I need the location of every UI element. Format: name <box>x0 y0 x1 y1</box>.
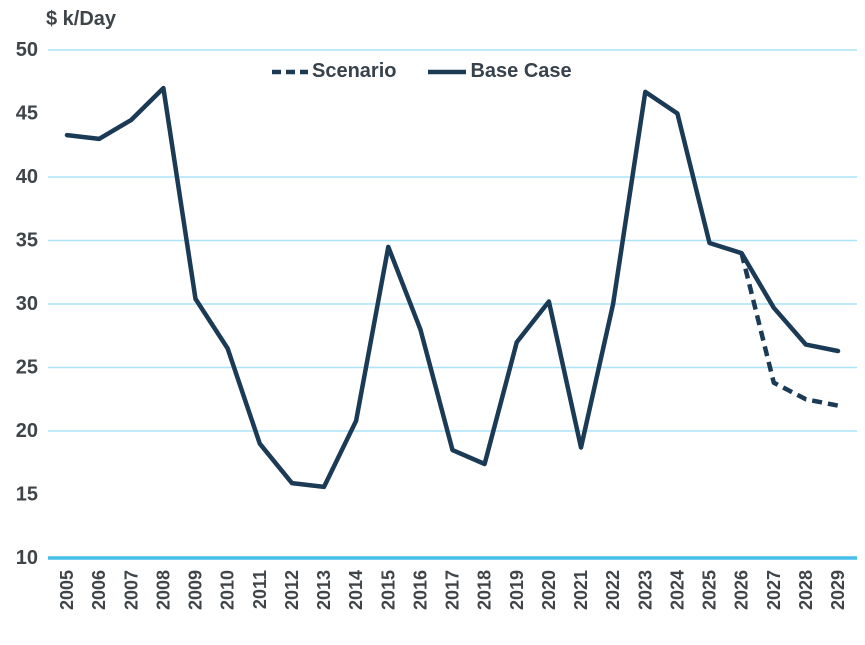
x-tick-label-2026: 2026 <box>732 570 752 610</box>
x-tick-label-2022: 2022 <box>603 570 623 610</box>
y-tick-label-40: 40 <box>16 166 38 188</box>
scenario-line-swatch-icon <box>272 69 308 74</box>
chart-title: $ k/Day <box>46 8 117 30</box>
y-tick-label-10: 10 <box>16 547 38 569</box>
base-case-line <box>64 85 841 490</box>
x-tick-label-2013: 2013 <box>314 570 334 610</box>
y-tick-label-15: 15 <box>16 484 38 506</box>
x-tick-label-2009: 2009 <box>186 570 206 610</box>
x-tick-label-2014: 2014 <box>346 570 366 610</box>
x-tick-label-2008: 2008 <box>153 570 173 610</box>
legend-label-scenario: Scenario <box>312 60 397 82</box>
y-tick-label-30: 30 <box>16 293 38 315</box>
legend: Scenario Base Case <box>270 60 572 83</box>
x-tick-label-2029: 2029 <box>828 570 848 610</box>
x-tick-label-2010: 2010 <box>218 570 238 610</box>
x-tick-label-2024: 2024 <box>667 570 687 610</box>
legend-label-base-case: Base Case <box>470 60 572 82</box>
x-tick-label-2028: 2028 <box>796 570 816 610</box>
x-tick-label-2027: 2027 <box>764 570 784 610</box>
x-tick-label-2016: 2016 <box>410 570 430 610</box>
x-tick-label-2023: 2023 <box>635 570 655 610</box>
y-tick-label-45: 45 <box>16 103 38 125</box>
x-tick-label-2018: 2018 <box>475 570 495 610</box>
x-tick-label-2019: 2019 <box>507 570 527 610</box>
y-tick-label-50: 50 <box>16 39 38 61</box>
x-tick-label-2015: 2015 <box>378 570 398 610</box>
x-tick-label-2021: 2021 <box>571 570 591 610</box>
y-tick-label-35: 35 <box>16 230 38 252</box>
y-tick-label-20: 20 <box>16 420 38 442</box>
legend-item-base-case: Base Case <box>426 60 572 83</box>
x-tick-label-2006: 2006 <box>89 570 109 610</box>
x-tick-label-2025: 2025 <box>700 570 720 610</box>
x-tick-label-2020: 2020 <box>539 570 559 610</box>
base-case-line-swatch-icon <box>428 69 467 74</box>
x-tick-label-2012: 2012 <box>282 570 302 610</box>
x-tick-label-2005: 2005 <box>57 570 77 610</box>
x-tick-label-2017: 2017 <box>443 570 463 610</box>
y-tick-label-25: 25 <box>16 357 38 379</box>
x-tick-label-2011: 2011 <box>250 570 270 609</box>
x-tick-label-2007: 2007 <box>121 570 141 610</box>
legend-item-scenario: Scenario <box>270 60 396 83</box>
scenario-line <box>739 252 839 408</box>
